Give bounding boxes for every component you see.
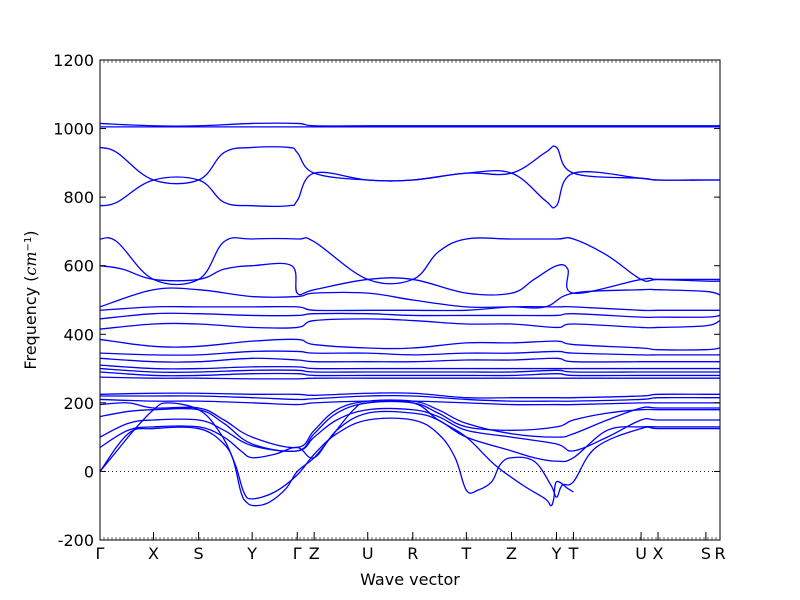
x-tick-label: U <box>635 544 647 563</box>
x-tick-label: R <box>714 544 725 563</box>
band-line-15 <box>100 367 720 374</box>
x-tick-label: Y <box>246 544 257 563</box>
band-line-23 <box>100 407 720 452</box>
x-tick-label: X <box>653 544 664 563</box>
y-tick-label: 200 <box>63 394 94 413</box>
band-line-8 <box>100 305 720 312</box>
y-axis-label-text: Frequency ( <box>21 276 40 370</box>
y-tick-label: 1200 <box>53 51 94 70</box>
band-line-11 <box>100 338 720 351</box>
x-tick-label: Z <box>506 544 517 563</box>
band-line-14 <box>100 364 720 370</box>
band-line-12 <box>100 350 720 356</box>
band-line-1 <box>100 122 720 127</box>
y-axis-label: Frequency (cm−1) <box>21 230 40 369</box>
band-line-19 <box>100 394 720 402</box>
y-tick-label: 800 <box>63 188 94 207</box>
x-tick-label: Γ <box>96 544 105 563</box>
x-tick-label: S <box>194 544 204 563</box>
band-line-7 <box>100 287 720 309</box>
x-axis-label: Wave vector <box>360 570 460 589</box>
x-tick-label: X <box>148 544 159 563</box>
x-tick-label: T <box>568 544 579 563</box>
y-axis-label-exponent: −1 <box>23 237 34 252</box>
phonon-bands <box>100 122 720 507</box>
y-axis-ticks: -200 0 200 400 600 800 1000 1200 <box>53 51 720 550</box>
band-line-17 <box>100 376 720 380</box>
y-tick-label: 600 <box>63 257 94 276</box>
plot-area-frame <box>99 59 721 541</box>
x-tick-label: T <box>460 544 471 563</box>
band-line-5 <box>100 237 720 286</box>
x-tick-label: U <box>362 544 374 563</box>
x-tick-label: Γ <box>293 544 302 563</box>
band-line-13 <box>100 357 720 363</box>
x-tick-label: S <box>701 544 711 563</box>
band-line-26 <box>100 400 574 507</box>
y-axis-label-close: ) <box>21 230 40 236</box>
y-tick-label: 1000 <box>53 120 94 139</box>
band-line-6 <box>100 262 720 296</box>
band-line-10 <box>100 318 720 330</box>
band-line-4 <box>100 169 720 209</box>
band-line-18 <box>100 392 720 399</box>
band-line-9 <box>100 312 720 320</box>
band-line-16 <box>100 371 720 377</box>
band-line-25 <box>100 417 720 500</box>
band-line-20 <box>100 398 720 406</box>
x-tick-label: Z <box>309 544 320 563</box>
y-tick-label: 400 <box>63 325 94 344</box>
y-axis-label-unit: cm <box>21 251 40 275</box>
x-tick-label: R <box>407 544 418 563</box>
y-tick-label: -200 <box>58 531 94 550</box>
y-tick-label: 0 <box>84 462 94 481</box>
x-tick-label: Y <box>551 544 562 563</box>
